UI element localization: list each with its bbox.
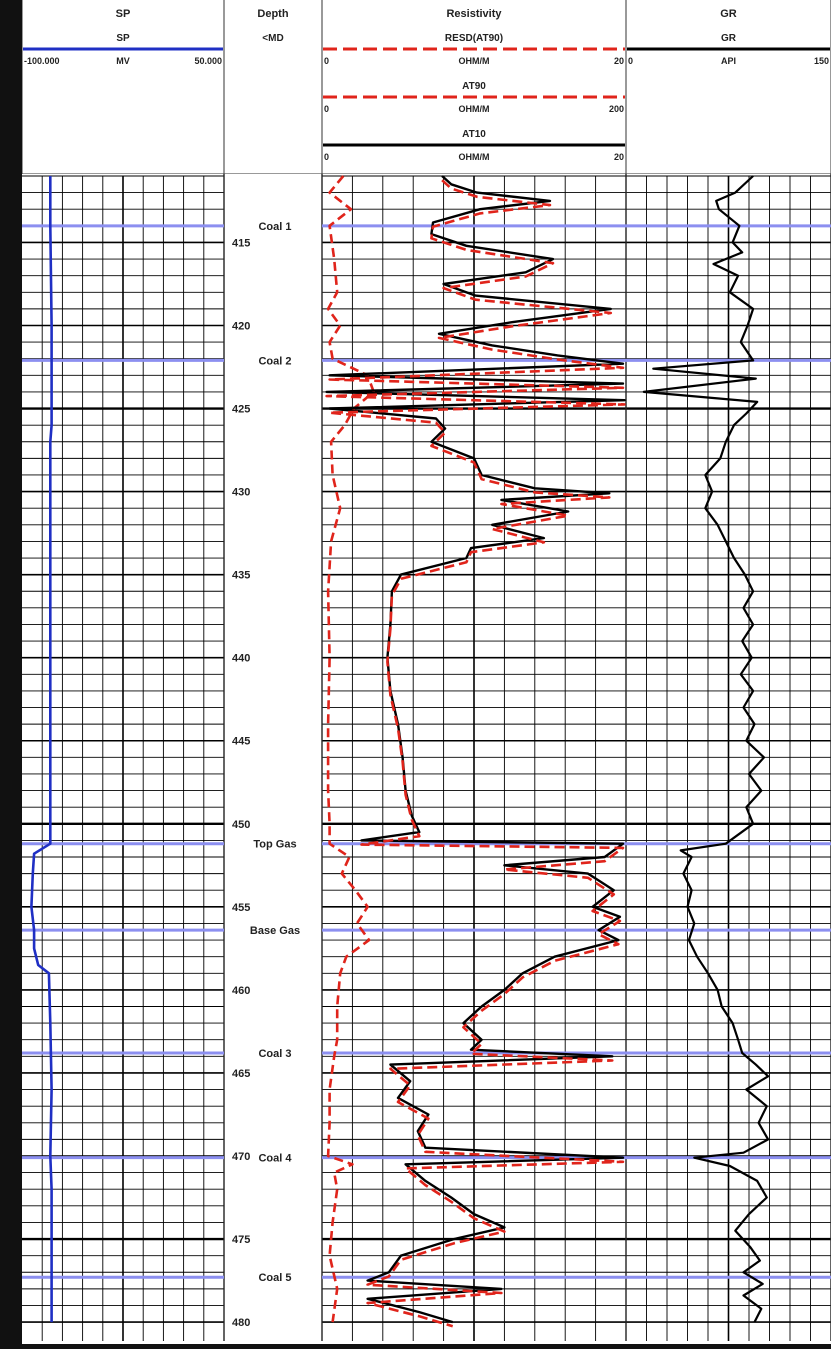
curve-unit: API — [721, 56, 736, 66]
depth-tick-label: 425 — [232, 404, 250, 416]
marker-label: Coal 5 — [258, 1272, 291, 1284]
scale-max: 200 — [609, 104, 624, 114]
shallow-resistivity-curve — [326, 175, 376, 1323]
scale-max: 150 — [814, 56, 829, 66]
depth-tick-label: 480 — [232, 1317, 250, 1329]
curve-unit: OHM/M — [459, 152, 490, 162]
depth-tick-label: 455 — [232, 902, 250, 914]
log-grid — [22, 174, 831, 1344]
scale-max: 50.000 — [194, 56, 222, 66]
curve-name: GR — [721, 33, 737, 44]
scale-min: -100.000 — [24, 56, 60, 66]
well-log-chart: SP SP -100.000 MV 50.000 Depth <MD Resistivity R… — [21, 0, 831, 1344]
depth-tick-label: 460 — [232, 985, 250, 997]
depth-tick-label: 435 — [232, 570, 250, 582]
well-log-plot: SP SP -100.000 MV 50.000 Depth <MD Resistivity R… — [21, 0, 831, 1344]
marker-label: Top Gas — [253, 839, 296, 851]
depth-tick-label: 430 — [232, 487, 250, 499]
depth-tick-label: 450 — [232, 819, 250, 831]
sp-curve — [30, 176, 53, 1323]
depth-tick-label: 415 — [232, 237, 250, 249]
curve-unit: MV — [116, 56, 130, 66]
marker-label: Coal 1 — [258, 221, 291, 233]
curve-unit: OHM/M — [459, 56, 490, 66]
depth-tick-label: 470 — [232, 1151, 250, 1163]
scale-min: 0 — [628, 56, 633, 66]
gr-curve — [642, 175, 770, 1323]
scale-max: 20 — [614, 56, 624, 66]
depth-tick-label: 440 — [232, 653, 250, 665]
depth-unit: <MD — [262, 33, 283, 44]
marker-label: Coal 4 — [258, 1153, 292, 1165]
track-title: GR — [720, 8, 737, 20]
depth-tick-label: 475 — [232, 1234, 250, 1246]
depth-tick-label: 465 — [232, 1068, 250, 1080]
marker-label: Base Gas — [250, 925, 300, 937]
marker-label: Coal 3 — [258, 1048, 291, 1060]
curve-name: AT10 — [462, 129, 486, 140]
depth-tick-label: 420 — [232, 320, 250, 332]
depth-axis: 415 420 425 430 435 440 445 450 455 460 465 470 475 4… — [232, 237, 250, 1329]
scale-min: 0 — [324, 152, 329, 162]
at10-curve — [325, 175, 626, 1324]
scale-min: 0 — [324, 104, 329, 114]
curve-name: SP — [116, 33, 130, 44]
scale-min: 0 — [324, 56, 329, 66]
track-title: Resistivity — [446, 8, 502, 20]
resd-curve — [325, 179, 626, 1328]
marker-label: Coal 2 — [258, 355, 291, 367]
scale-max: 20 — [614, 152, 624, 162]
track-title: SP — [116, 8, 131, 20]
curve-unit: OHM/M — [459, 104, 490, 114]
track-title: Depth — [257, 8, 288, 20]
curve-name: AT90 — [462, 81, 486, 92]
depth-tick-label: 445 — [232, 736, 250, 748]
curve-name: RESD(AT90) — [445, 33, 503, 44]
